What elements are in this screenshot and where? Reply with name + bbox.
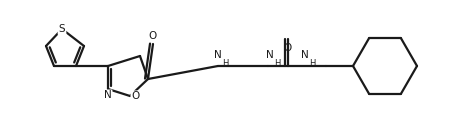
Text: N: N (266, 50, 273, 60)
Text: O: O (131, 91, 139, 101)
Text: H: H (273, 59, 280, 68)
Text: N: N (300, 50, 308, 60)
Text: S: S (59, 24, 65, 34)
Text: O: O (148, 31, 157, 41)
Text: N: N (104, 90, 112, 100)
Text: H: H (221, 59, 228, 68)
Text: H: H (308, 59, 315, 68)
Text: O: O (283, 43, 291, 53)
Text: N: N (214, 50, 221, 60)
